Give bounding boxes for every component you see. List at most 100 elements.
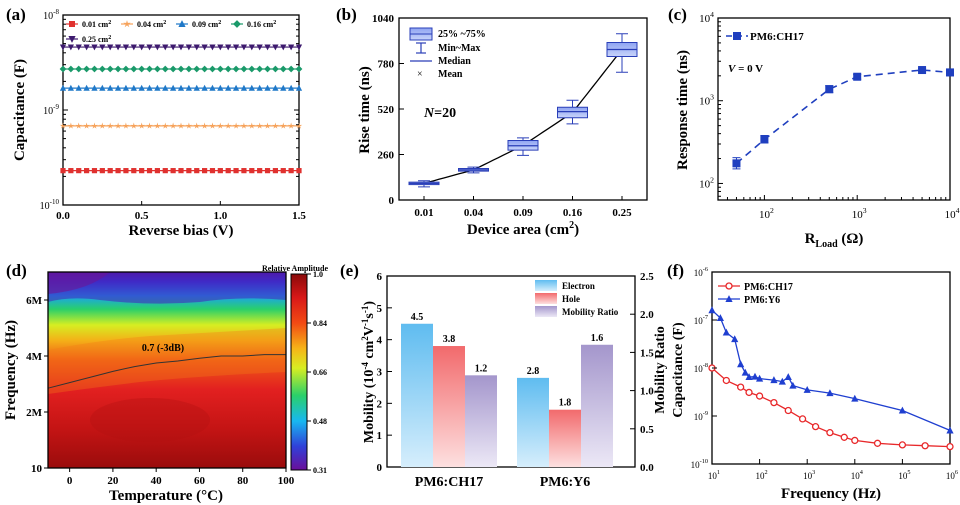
y2-tick-label-e: 0.5 (640, 424, 654, 436)
point-f-1 (803, 385, 811, 393)
series-a-point-3 (185, 65, 193, 73)
legend-a-item-4: 0.25 cm2 (82, 35, 111, 44)
x-axis-label-b-text: Device area (cm (467, 222, 570, 238)
series-a-point-0 (139, 168, 145, 174)
legend-a-item-0: 0.01 cm2 (82, 20, 111, 29)
bar-value-label-e: 3.8 (443, 334, 456, 345)
x-tick-label-d: 20 (107, 475, 119, 487)
legend-a-sup-3: 2 (273, 20, 276, 26)
series-a-point-4 (280, 44, 287, 51)
x-tick-label-c-exp: 3 (863, 206, 867, 215)
point-f-0 (946, 442, 954, 451)
panel-b: (b) 0.01 0.04 0.09 0.16 0.25 0 260 520 780 1040 2… (336, 5, 648, 238)
series-a-point-1 (209, 122, 216, 129)
series-a-point-0 (233, 168, 239, 174)
y-tick-label-f-exp: -7 (703, 314, 708, 321)
series-a-point-0 (209, 168, 216, 174)
x-tick-label-b: 0.09 (513, 207, 533, 219)
y-label-e-end: ) (362, 301, 377, 306)
series-a-point-1 (75, 122, 82, 129)
bar-e (581, 344, 613, 467)
panel-f: (f) 101 102 103 104 105 10610-1010-910-810-71… (667, 261, 958, 502)
x-tick-label-f-base: 10 (898, 471, 908, 481)
series-a-point-4 (138, 44, 145, 51)
legend-c: PM6:CH17 (726, 31, 804, 43)
series-a-point-2 (240, 84, 248, 91)
y-tick-label-e: 0 (377, 462, 383, 474)
legend-a-item-3: 0.16 cm2 (247, 20, 276, 29)
y-tick-label-c-exp: 2 (710, 175, 714, 184)
heatmap-dark-patch (90, 398, 210, 442)
x-tick-label-c-base: 10 (945, 209, 957, 221)
y2-axis-label-e: Mobility Ratio (653, 326, 668, 414)
panel-e-label: (e) (340, 261, 359, 280)
series-a-point-3 (98, 65, 106, 73)
legend-mean-symbol: × (417, 69, 423, 80)
x-tick-label-c: 103 (852, 206, 867, 221)
series-a-point-0 (249, 168, 255, 174)
legend-e-item-2: Mobility Ratio (562, 307, 619, 317)
series-a-point-0 (91, 168, 98, 174)
series-a-point-1 (232, 122, 240, 129)
x-tick-label-f-base: 10 (851, 471, 861, 481)
y-tick-label-b: 520 (378, 104, 395, 116)
series-a-point-3 (264, 65, 271, 73)
series-a-point-0 (264, 168, 271, 174)
legend-e-swatch-2 (535, 306, 557, 317)
x-tick-label-f-base: 10 (708, 471, 718, 481)
y-tick-label-f-base: 10 (694, 364, 704, 374)
series-a-point-4 (154, 44, 161, 51)
point-f-0 (811, 422, 820, 431)
legend-a-sup-0: 2 (108, 20, 111, 26)
axes-d: 0 20 40 60 80 100 10 2M 4M 6M (26, 295, 295, 487)
series-a-point-4 (130, 44, 137, 51)
x-axis-label-c-end: (Ω) (838, 231, 864, 247)
series-a-point-0 (170, 168, 176, 174)
series-a-point-1 (240, 122, 248, 129)
series-a-point-3 (67, 65, 75, 73)
y-axis-label-a: Capacitance (F) (12, 59, 28, 161)
series-a-point-3 (138, 65, 146, 73)
series-a-point-1 (83, 122, 90, 129)
y-axis-label-e: Mobility (10-4 cm2V-1s-1) (360, 301, 377, 443)
series-a-point-3 (232, 65, 240, 73)
x-tick-label-f-base: 10 (946, 471, 956, 481)
panel-b-label: (b) (336, 5, 357, 24)
point-c (825, 85, 834, 94)
y-tick-label-f-base: 10 (694, 316, 704, 326)
series-a-point-1 (256, 122, 263, 129)
y-label-e-sup4: -1 (360, 305, 370, 313)
legend-f-item-0: PM6:CH17 (744, 282, 793, 293)
x-category-label-e: PM6:Y6 (540, 475, 591, 490)
series-a-point-0 (272, 168, 278, 174)
series-a-point-1 (280, 122, 287, 129)
bar-e (465, 375, 497, 467)
y-tick-label-e: 5 (377, 303, 383, 315)
point-f-1 (784, 373, 792, 380)
series-a-point-1 (217, 122, 224, 129)
box-b (557, 106, 588, 119)
panel-f-label: (f) (667, 261, 684, 280)
y-label-e-p3: V (362, 326, 377, 336)
y-tick-label-f-base: 10 (691, 460, 701, 470)
series-a-point-4 (240, 44, 248, 51)
series-a-point-1 (91, 122, 98, 129)
point-c (918, 66, 927, 75)
legend-a-text-3: 0.16 cm (247, 20, 274, 29)
bar-value-label-e: 1.6 (591, 333, 604, 344)
series-a-point-3 (91, 65, 98, 73)
series-a-point-2 (138, 84, 145, 91)
y-tick-label-d: 4M (26, 351, 43, 363)
y-label-e-p4: s (362, 313, 377, 319)
point-f-0 (755, 392, 764, 400)
point-f-1 (826, 389, 834, 397)
panel-a: (a) 0.01 cm2 0.04 cm2 0.09 cm2 0.16 cm20.25… (6, 5, 306, 239)
y-tick-label-a: 10-8 (43, 8, 59, 22)
y-tick-label-b: 260 (378, 150, 395, 162)
y-tick-label-a: 10-10 (40, 198, 60, 212)
legend-a-text-1: 0.04 cm (137, 20, 164, 29)
series-a-point-4 (162, 44, 169, 51)
